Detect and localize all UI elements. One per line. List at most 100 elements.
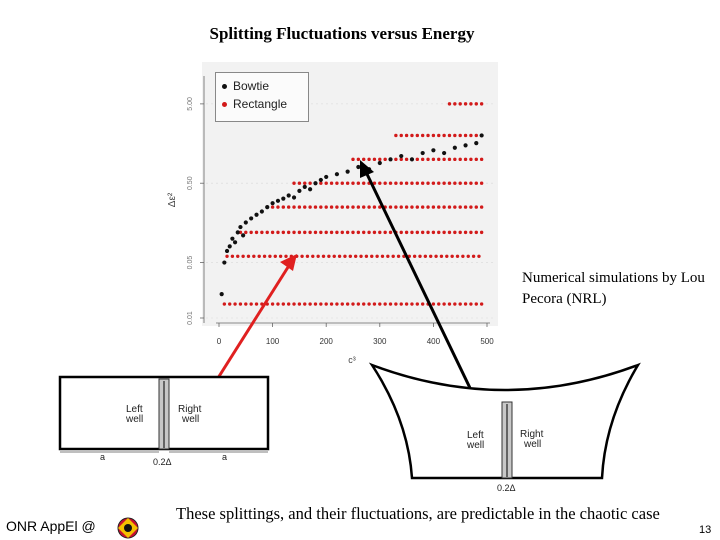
bowtie-point — [235, 230, 240, 235]
rectangle-point — [308, 302, 312, 306]
rectangle-point — [281, 302, 286, 306]
rectangle-point — [410, 133, 414, 138]
rectangle-point — [262, 254, 267, 258]
x-tick-label: 100 — [266, 337, 280, 346]
bowtie-point — [302, 184, 307, 189]
rectangle-point — [479, 157, 484, 162]
rectangle-point — [249, 230, 253, 235]
rectangle-point — [458, 102, 462, 106]
rect-gap-label: 0.2Δ — [153, 457, 172, 467]
rectangle-point — [356, 205, 361, 209]
rectangle-point — [228, 302, 232, 306]
rectangle-point — [474, 102, 478, 106]
bowtie-point — [281, 196, 286, 201]
rectangle-point — [399, 230, 403, 235]
rectangle-point — [378, 205, 382, 209]
chart-grid — [206, 103, 496, 319]
rectangle-point — [345, 205, 350, 209]
rectangle-point — [477, 254, 481, 258]
rectangle-point — [399, 205, 403, 209]
rectangle-point — [396, 254, 401, 258]
rectangle-point — [351, 157, 355, 162]
rectangle-point — [418, 254, 422, 258]
rectangle-point — [447, 133, 452, 138]
rectangle-point — [378, 181, 382, 185]
rectangle-point — [463, 102, 468, 106]
rectangle-well-diagram: Left well Right well a a 0.2Δ — [58, 375, 270, 467]
rectangle-point — [362, 230, 366, 235]
rectangle-marker-icon — [222, 102, 227, 108]
rectangle-point — [332, 254, 336, 258]
rectangle-point — [431, 302, 436, 306]
rectangle-point — [278, 254, 283, 258]
bowtie-point — [388, 157, 393, 162]
bowtie-point — [409, 157, 415, 162]
x-tick-label: 0 — [217, 337, 222, 346]
rectangle-point — [394, 157, 398, 162]
rectangle-point — [286, 230, 291, 235]
rectangle-point — [463, 157, 468, 162]
x-tick-label: 400 — [427, 337, 441, 346]
rectangle-point — [362, 157, 366, 162]
rectangle-point — [351, 181, 355, 185]
rectangle-point — [356, 157, 361, 162]
rectangle-point — [362, 302, 366, 306]
rectangle-point — [453, 230, 457, 235]
rectangle-point — [410, 230, 414, 235]
rectangle-point — [335, 205, 339, 209]
rectangle-point — [303, 302, 307, 306]
rectangle-point — [340, 181, 344, 185]
rectangle-point — [276, 205, 280, 209]
rectangle-point — [308, 205, 312, 209]
rectangle-point — [437, 205, 441, 209]
bowtie-well-diagram: Left well Right well 0.2Δ — [368, 362, 641, 493]
rectangle-point — [453, 133, 457, 138]
rectangle-point — [308, 230, 312, 235]
rectangle-point — [479, 230, 484, 235]
rect-right-label-1: Right — [178, 404, 202, 415]
rectangle-point — [324, 230, 328, 235]
rectangle-point — [420, 157, 425, 162]
rectangle-point — [329, 230, 334, 235]
rectangle-point — [378, 157, 382, 162]
rectangle-point — [453, 302, 457, 306]
rectangle-point — [246, 254, 251, 258]
bowtie-point — [420, 150, 425, 156]
rectangle-point — [276, 230, 280, 235]
rectangle-point — [469, 205, 473, 209]
rectangle-point — [388, 181, 393, 185]
rectangle-point — [410, 205, 414, 209]
rectangle-point — [404, 157, 409, 162]
rectangle-point — [386, 254, 390, 258]
rectangle-point — [292, 230, 296, 235]
rectangle-point — [415, 302, 420, 306]
rectangle-point — [445, 254, 449, 258]
rectangle-point — [313, 205, 318, 209]
bowtie-left-label-1: Left — [467, 430, 484, 441]
legend-item-bowtie: Bowtie — [222, 79, 269, 93]
rectangle-point — [388, 302, 393, 306]
rectangle-point — [463, 133, 468, 138]
rectangle-point — [324, 205, 328, 209]
chart-axes: 0 100 200 300 400 500 0.01 0.05 0.50 5.00 Δε² c³ — [167, 76, 494, 365]
rectangle-point — [455, 254, 460, 258]
rectangle-point — [420, 205, 425, 209]
rectangle-point — [463, 302, 468, 306]
rectangle-point — [426, 205, 430, 209]
rectangle-point — [415, 205, 420, 209]
rectangle-point — [329, 205, 334, 209]
rectangle-point — [308, 181, 312, 185]
rectangle-point — [404, 205, 409, 209]
rectangle-point — [458, 205, 462, 209]
bowtie-point — [227, 244, 232, 249]
bowtie-point — [291, 195, 297, 200]
legend-item-rectangle: Rectangle — [222, 97, 287, 111]
rectangle-point — [453, 102, 457, 106]
rectangle-point — [300, 254, 304, 258]
rectangle-point — [474, 157, 478, 162]
rectangle-point — [423, 254, 428, 258]
bowtie-point — [232, 240, 238, 245]
rectangle-point — [458, 157, 462, 162]
rectangle-point — [442, 133, 446, 138]
